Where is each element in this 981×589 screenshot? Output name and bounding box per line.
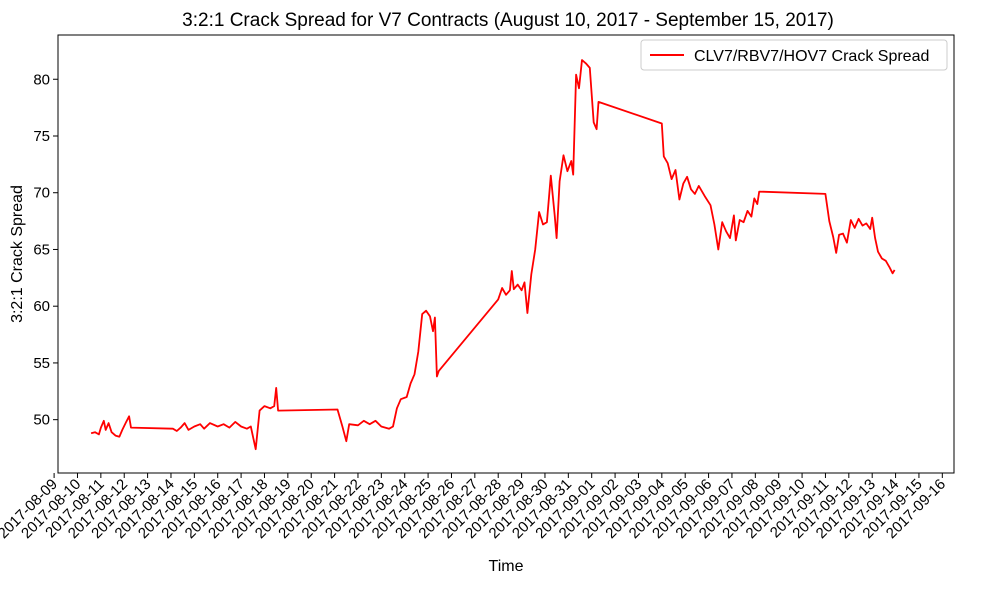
y-tick-label: 70 <box>33 185 50 202</box>
y-tick-label: 80 <box>33 71 50 88</box>
series-group <box>90 59 896 451</box>
y-tick-label: 65 <box>33 241 50 258</box>
legend: CLV7/RBV7/HOV7 Crack Spread <box>640 39 948 71</box>
y-tick-label: 75 <box>33 128 50 145</box>
legend-box <box>640 39 948 71</box>
x-axis-label: Time <box>489 558 524 575</box>
y-tick-label: 60 <box>33 298 50 315</box>
y-tick-label: 55 <box>33 355 50 372</box>
legend-label: CLV7/RBV7/HOV7 Crack Spread <box>694 48 929 65</box>
y-tick-label: 50 <box>33 412 50 429</box>
plot-area-frame <box>57 34 955 474</box>
chart-title: 3:2:1 Crack Spread for V7 Contracts (Aug… <box>182 10 834 31</box>
y-axis: 50 55 60 65 70 75 80 <box>33 71 58 429</box>
series-line <box>90 59 896 451</box>
x-axis: 2017-08-092017-08-102017-08-112017-08-12… <box>0 473 949 542</box>
y-axis-label: 3:2:1 Crack Spread <box>9 185 26 323</box>
